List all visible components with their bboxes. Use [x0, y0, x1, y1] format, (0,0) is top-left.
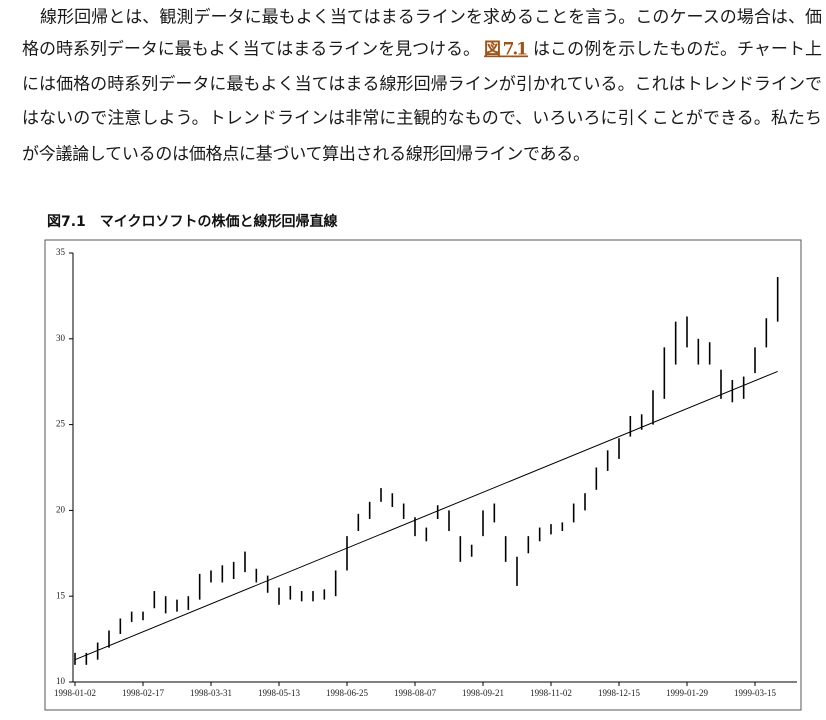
y-tick-label: 15: [56, 590, 66, 600]
paragraph-line: には価格の時系列データに最もよく当てはまる線形回帰ラインが引かれている。これはト…: [22, 74, 822, 95]
y-tick-label: 25: [56, 419, 66, 429]
y-tick-label: 35: [56, 247, 66, 257]
x-tick-label: 1999-03-15: [734, 688, 776, 698]
paragraph-line: はこの例を示したものだ。チャート上: [533, 40, 822, 60]
x-tick-label: 1998-09-21: [462, 688, 504, 698]
chart: 10 15 20 25 30 35 1998-01-02 1998-02-17 1998-03-…: [54, 247, 797, 698]
x-tick-label: 1998-03-31: [190, 688, 232, 698]
figure-link[interactable]: 図 7.1: [484, 40, 528, 60]
regression-line: [74, 370, 778, 661]
x-tick-label: 1999-01-29: [666, 688, 708, 698]
x-tick-label: 1998-02-17: [122, 688, 164, 698]
x-tick-label: 1998-12-15: [598, 688, 640, 698]
x-tick-label: 1998-06-25: [326, 688, 368, 698]
paragraph-line: が今議論しているのは価格点に基づいて算出される線形回帰ラインである。: [22, 145, 590, 165]
x-tick-label: 1998-08-07: [394, 688, 436, 698]
figure-caption: 図7.1 マイクロソフトの株価と線形回帰直線: [47, 213, 338, 230]
paragraph-line: 線形回帰とは、観測データに最もよく当てはまるラインを求めることを言う。このケース…: [40, 7, 822, 28]
x-tick-label: 1998-01-02: [54, 688, 96, 698]
y-tick-label: 30: [56, 333, 66, 343]
x-tick-label: 1998-11-02: [530, 688, 572, 698]
y-tick-label: 20: [56, 504, 66, 514]
paragraph-line: 格の時系列データに最もよく当てはまるラインを見つける。: [22, 39, 480, 60]
y-tick-label: 10: [56, 676, 66, 686]
chart-frame: [44, 239, 802, 711]
x-tick-label: 1998-05-13: [258, 688, 300, 698]
paragraph-line: はないので注意しよう。トレンドラインは非常に主観的なもので、いろいろに引くことが…: [22, 109, 822, 129]
